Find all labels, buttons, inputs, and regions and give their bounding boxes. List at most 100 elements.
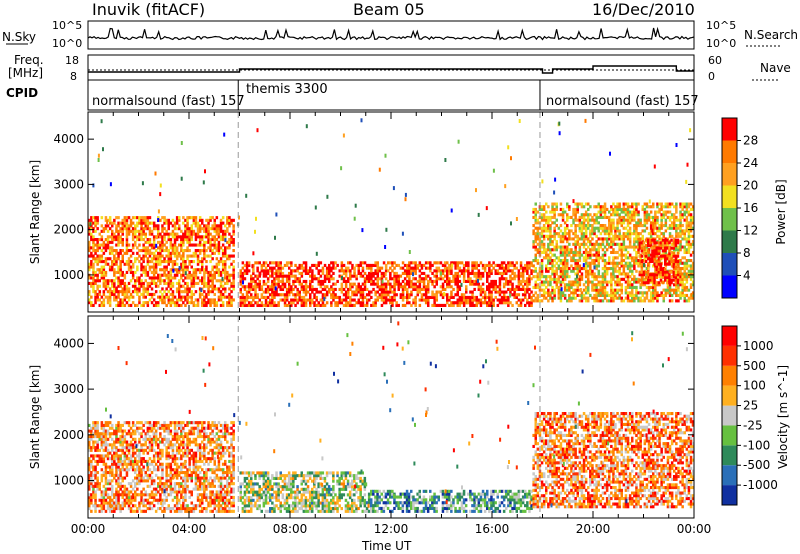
power-cell-0 — [88, 227, 91, 231]
power-cell-2 — [561, 280, 565, 284]
power-cell-2 — [664, 218, 668, 222]
power-cell-2 — [536, 234, 540, 238]
power-cell-2 — [656, 299, 659, 303]
power-cell-1 — [334, 287, 337, 291]
power-cell-0 — [219, 295, 223, 299]
power-cell-1 — [342, 303, 346, 307]
power-cell-0 — [232, 298, 235, 302]
power-cell-0 — [175, 262, 179, 266]
power-cell-2 — [582, 245, 586, 249]
power-cell-0 — [169, 243, 173, 247]
power-cell-2 — [574, 207, 577, 211]
power-cell-1 — [266, 295, 270, 299]
power-cell-1 — [395, 277, 398, 281]
power-cell-2 — [593, 275, 596, 279]
power-cell-3 — [649, 238, 652, 242]
power-scatter-cell — [653, 164, 656, 169]
power-cell-0 — [167, 281, 170, 285]
power-cell-2 — [610, 205, 613, 209]
power-cell-1 — [406, 263, 409, 267]
power-cell-0 — [96, 254, 99, 258]
power-cell-1 — [452, 274, 455, 278]
power-cell-1 — [376, 298, 379, 302]
power-cell-1 — [349, 285, 352, 289]
power-cell-2 — [666, 205, 670, 209]
power-cell-2 — [618, 269, 621, 273]
power-cell-2 — [649, 221, 653, 225]
power-cell-0 — [90, 262, 93, 266]
power-cell-0 — [117, 268, 120, 272]
power-cell-2 — [675, 288, 678, 292]
power-cell-1 — [361, 282, 365, 286]
power-cell-0 — [186, 295, 189, 299]
power-cell-1 — [517, 282, 521, 286]
power-scatter-cell — [223, 132, 226, 137]
power-cell-1 — [403, 295, 407, 299]
power-cell-2 — [576, 253, 579, 257]
power-cell-1 — [344, 271, 348, 275]
power-cell-2 — [559, 250, 563, 254]
power-cell-0 — [98, 232, 101, 236]
power-cell-2 — [666, 277, 670, 281]
power-cell-1 — [502, 269, 506, 273]
power-cell-2 — [595, 213, 598, 217]
power-cell-0 — [148, 243, 152, 247]
power-cell-2 — [603, 224, 607, 228]
power-cell-1 — [488, 269, 491, 273]
power-cell-2 — [593, 259, 596, 263]
power-cell-0 — [106, 295, 110, 299]
power-cell-0 — [219, 260, 223, 264]
power-cell-1 — [498, 293, 502, 297]
power-cell-1 — [465, 298, 468, 302]
power-cell-0 — [224, 251, 227, 255]
power-cell-1 — [524, 279, 527, 283]
power-cell-2 — [593, 213, 596, 217]
power-cell-3 — [664, 262, 667, 266]
power-cell-2 — [549, 293, 552, 297]
power-cell-1 — [475, 261, 478, 265]
power-cell-0 — [186, 240, 189, 244]
power-cell-0 — [165, 287, 168, 291]
power-cell-1 — [509, 261, 512, 265]
power-cell-2 — [534, 245, 537, 249]
power-cell-0 — [226, 273, 229, 277]
power-cell-3 — [657, 252, 661, 256]
power-cell-0 — [205, 227, 208, 231]
power-cell-2 — [597, 229, 600, 233]
power-cell-0 — [94, 251, 97, 255]
power-cell-0 — [198, 227, 202, 231]
power-cell-2 — [572, 207, 575, 211]
power-cell-0 — [217, 240, 221, 244]
power-cell-1 — [496, 271, 500, 275]
power-cell-2 — [542, 242, 546, 246]
power-cell-0 — [169, 298, 173, 302]
power-cell-0 — [224, 262, 227, 266]
power-cell-2 — [576, 242, 579, 246]
power-cell-2 — [553, 202, 556, 206]
power-cell-2 — [603, 213, 607, 217]
power-cell-1 — [351, 290, 354, 294]
power-cell-2 — [591, 232, 594, 236]
power-cell-2 — [622, 248, 626, 252]
power-cell-2 — [689, 267, 693, 271]
power-cell-1 — [347, 266, 350, 270]
power-cell-2 — [616, 218, 619, 222]
power-cell-1 — [323, 274, 327, 278]
power-cell-2 — [631, 288, 634, 292]
power-scatter-cell — [115, 286, 118, 291]
power-cell-0 — [117, 270, 120, 274]
power-cell-2 — [622, 237, 626, 241]
power-cell-0 — [148, 251, 152, 255]
power-cell-2 — [591, 259, 594, 263]
power-cell-2 — [603, 245, 607, 249]
power-cell-1 — [456, 274, 459, 278]
nsky-panel-frame — [87, 20, 695, 50]
power-cell-2 — [658, 293, 661, 297]
power-cell-2 — [662, 224, 665, 228]
power-cell-1 — [292, 269, 295, 273]
power-cell-1 — [273, 303, 276, 307]
power-cell-2 — [542, 234, 546, 238]
power-cell-1 — [273, 271, 276, 275]
power-cell-0 — [140, 238, 143, 242]
power-cell-0 — [115, 290, 118, 294]
